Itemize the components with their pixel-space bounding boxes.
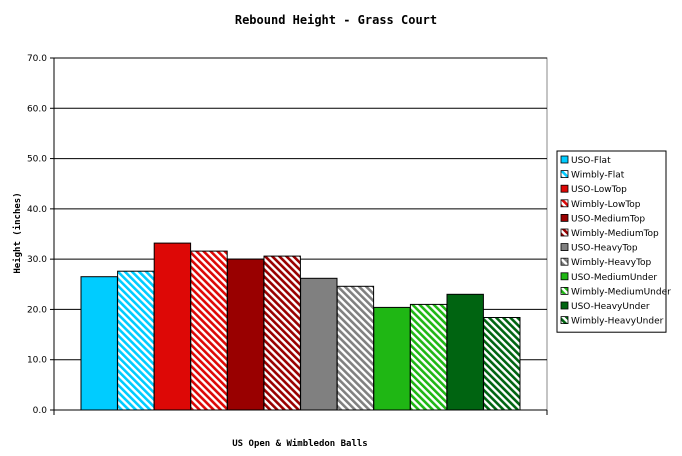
bar-uso-mediumunder	[373, 306, 411, 411]
bar-uso-flat	[80, 276, 118, 411]
bar-uso-mediumtop	[226, 258, 265, 411]
legend-swatch-wimbly-mediumunder	[560, 286, 569, 295]
y-tick-label: 10.0	[27, 356, 47, 366]
bar-uso-heavyunder	[446, 293, 484, 411]
bar-wimbly-heavytop	[336, 285, 375, 411]
legend-swatch-wimbly-flat	[560, 170, 569, 179]
legend-swatch-uso-mediumunder	[560, 272, 569, 281]
y-tick-label: 50.0	[27, 155, 47, 165]
bar-wimbly-mediumtop	[263, 255, 301, 411]
legend-swatch-uso-lowtop	[560, 184, 569, 193]
legend-swatch-wimbly-heavyunder	[560, 316, 569, 325]
legend-swatch-wimbly-heavytop	[560, 257, 569, 266]
legend-swatch-wimbly-lowtop	[560, 199, 569, 208]
y-tick-label: 20.0	[27, 305, 47, 315]
legend-label-wimbly-mediumtop: Wimbly-MediumTop	[571, 229, 659, 239]
legend-label-uso-heavytop: USO-HeavyTop	[571, 244, 638, 254]
bar-wimbly-lowtop	[190, 250, 228, 411]
legend-label-wimbly-flat: Wimbly-Flat	[571, 171, 625, 181]
y-axis-ticks: 0.0 10.0 20.0 30.0 40.0 50.0 60.0 70.0	[27, 54, 54, 416]
y-axis-label: Height (inches)	[12, 192, 23, 273]
legend-label-wimbly-heavytop: Wimbly-HeavyTop	[571, 258, 652, 268]
y-tick-label: 60.0	[27, 104, 47, 114]
y-tick-label: 70.0	[27, 54, 47, 64]
legend-label-wimbly-heavyunder: Wimbly-HeavyUnder	[571, 317, 664, 327]
y-tick-label: 30.0	[27, 255, 47, 265]
legend-swatch-uso-heavyunder	[560, 301, 569, 310]
legend-label-uso-heavyunder: USO-HeavyUnder	[571, 302, 650, 312]
legend-label-wimbly-mediumunder: Wimbly-MediumUnder	[571, 287, 671, 297]
legend-label-uso-mediumunder: USO-MediumUnder	[571, 273, 657, 283]
bar-uso-heavytop	[300, 277, 338, 411]
y-tick-label: 40.0	[27, 205, 47, 215]
legend-label-wimbly-lowtop: Wimbly-LowTop	[571, 200, 641, 210]
legend: USO-Flat Wimbly-Flat USO-LowTop Wimbly-LowT…	[556, 150, 671, 333]
legend-label-uso-lowtop: USO-LowTop	[571, 185, 627, 195]
bar-wimbly-mediumunder	[409, 303, 448, 411]
chart-title: Rebound Height - Grass Court	[235, 13, 437, 27]
legend-box	[556, 150, 667, 333]
bar-wimbly-flat	[117, 270, 155, 411]
legend-swatch-uso-flat	[560, 155, 569, 164]
legend-swatch-wimbly-mediumtop	[560, 228, 569, 237]
legend-swatch-uso-mediumtop	[560, 213, 569, 222]
legend-swatch-uso-heavytop	[560, 243, 569, 252]
y-tick-label: 0.0	[33, 406, 48, 416]
x-axis-label: US Open & Wimbledon Balls	[232, 438, 367, 449]
bars	[80, 242, 521, 411]
legend-label-uso-flat: USO-Flat	[571, 156, 611, 166]
bar-wimbly-heavyunder	[483, 317, 521, 411]
legend-label-uso-mediumtop: USO-MediumTop	[571, 214, 645, 224]
bar-uso-lowtop	[153, 242, 192, 411]
